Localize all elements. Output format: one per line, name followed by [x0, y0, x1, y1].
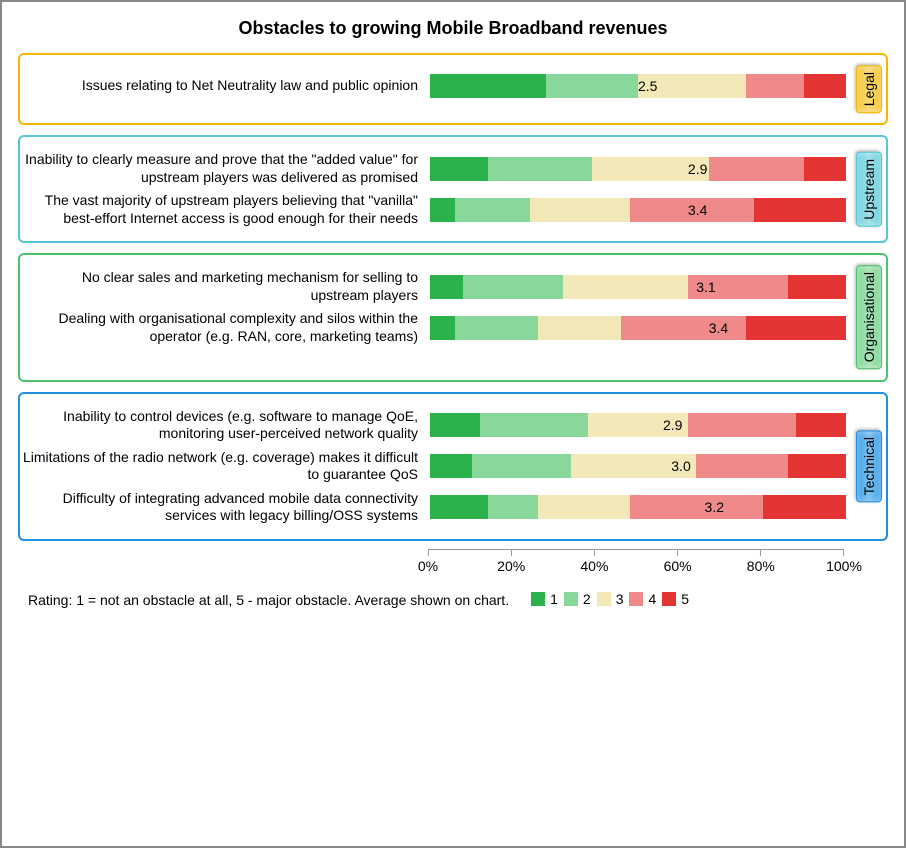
segment-2	[480, 413, 588, 437]
segment-2	[488, 157, 592, 181]
x-tick: 100%	[826, 550, 862, 574]
legend-item: 5	[662, 591, 689, 607]
legend-label: 2	[583, 591, 591, 607]
segment-1	[430, 157, 488, 181]
row-label: Issues relating to Net Neutrality law an…	[20, 77, 430, 95]
segment-5	[754, 198, 846, 222]
legend-text: Rating: 1 = not an obstacle at all, 5 - …	[28, 592, 509, 608]
segment-4	[709, 157, 805, 181]
chart-row: Dealing with organisational complexity a…	[20, 310, 846, 345]
segment-2	[463, 275, 563, 299]
chart-row: Issues relating to Net Neutrality law an…	[20, 69, 846, 103]
segment-1	[430, 413, 480, 437]
row-label: No clear sales and marketing mechanism f…	[20, 269, 430, 304]
segment-5	[788, 454, 846, 478]
group-tab: Organisational	[856, 265, 882, 369]
segment-3	[592, 157, 708, 181]
segment-4	[630, 198, 755, 222]
row-label: Inability to control devices (e.g. softw…	[20, 408, 430, 443]
legend-label: 5	[681, 591, 689, 607]
legend-swatch	[564, 592, 578, 606]
segment-5	[804, 74, 846, 98]
bar: 3.2	[430, 490, 846, 524]
segment-3	[538, 495, 630, 519]
segment-1	[430, 198, 455, 222]
legend-label: 4	[648, 591, 656, 607]
bar: 3.4	[430, 193, 846, 227]
segment-3	[538, 316, 621, 340]
segment-4	[746, 74, 804, 98]
chart-row: The vast majority of upstream players be…	[20, 192, 846, 227]
segment-5	[804, 157, 846, 181]
segment-4	[621, 316, 746, 340]
legend-item: 2	[564, 591, 591, 607]
legend-swatch	[629, 592, 643, 606]
group-legal: Issues relating to Net Neutrality law an…	[18, 53, 888, 125]
chart-row: Inability to control devices (e.g. softw…	[20, 408, 846, 443]
segment-4	[630, 495, 763, 519]
bar: 3.1	[430, 270, 846, 304]
segment-2	[472, 454, 572, 478]
segment-2	[488, 495, 538, 519]
segment-5	[788, 275, 846, 299]
bar: 2.9	[430, 408, 846, 442]
segment-4	[696, 454, 788, 478]
segment-5	[746, 316, 846, 340]
segment-4	[688, 413, 796, 437]
segment-3	[563, 275, 688, 299]
segment-5	[763, 495, 846, 519]
segment-4	[688, 275, 788, 299]
segment-3	[530, 198, 630, 222]
segment-1	[430, 316, 455, 340]
row-label: Difficulty of integrating advanced mobil…	[20, 490, 430, 525]
segment-3	[571, 454, 696, 478]
legend-label: 1	[550, 591, 558, 607]
group-organisational: No clear sales and marketing mechanism f…	[18, 253, 888, 381]
row-label: Inability to clearly measure and prove t…	[20, 151, 430, 186]
segment-2	[546, 74, 638, 98]
chart-row: Difficulty of integrating advanced mobil…	[20, 490, 846, 525]
chart-row: No clear sales and marketing mechanism f…	[20, 269, 846, 304]
segment-1	[430, 275, 463, 299]
bar: 2.9	[430, 152, 846, 186]
group-technical: Inability to control devices (e.g. softw…	[18, 392, 888, 541]
legend-item: 1	[531, 591, 558, 607]
chart-row: Inability to clearly measure and prove t…	[20, 151, 846, 186]
legend-label: 3	[616, 591, 624, 607]
row-label: The vast majority of upstream players be…	[20, 192, 430, 227]
segment-3	[588, 413, 688, 437]
segment-1	[430, 74, 546, 98]
chart-frame: Obstacles to growing Mobile Broadband re…	[0, 0, 906, 848]
group-tab: Technical	[856, 430, 882, 502]
legend-swatch	[662, 592, 676, 606]
x-tick: 80%	[747, 550, 775, 574]
bar: 2.5	[430, 69, 846, 103]
segment-2	[455, 316, 538, 340]
x-tick: 40%	[580, 550, 608, 574]
x-tick: 20%	[497, 550, 525, 574]
legend: Rating: 1 = not an obstacle at all, 5 - …	[18, 591, 888, 609]
row-label: Limitations of the radio network (e.g. c…	[20, 449, 430, 484]
bar: 3.0	[430, 449, 846, 483]
segment-1	[430, 495, 488, 519]
x-tick: 60%	[664, 550, 692, 574]
segment-1	[430, 454, 472, 478]
legend-swatch	[597, 592, 611, 606]
legend-item: 3	[597, 591, 624, 607]
row-label: Dealing with organisational complexity a…	[20, 310, 430, 345]
group-upstream: Inability to clearly measure and prove t…	[18, 135, 888, 243]
legend-swatch	[531, 592, 545, 606]
group-tab: Upstream	[856, 152, 882, 227]
segment-3	[638, 74, 746, 98]
groups-container: Issues relating to Net Neutrality law an…	[18, 53, 888, 541]
x-tick: 0%	[418, 550, 438, 574]
x-axis: 0% 20% 40% 60% 80% 100%	[18, 549, 888, 577]
chart-row: Limitations of the radio network (e.g. c…	[20, 449, 846, 484]
chart-title: Obstacles to growing Mobile Broadband re…	[18, 18, 888, 39]
group-tab: Legal	[856, 65, 882, 113]
legend-item: 4	[629, 591, 656, 607]
bar: 3.4	[430, 311, 846, 345]
segment-5	[796, 413, 846, 437]
segment-2	[455, 198, 530, 222]
